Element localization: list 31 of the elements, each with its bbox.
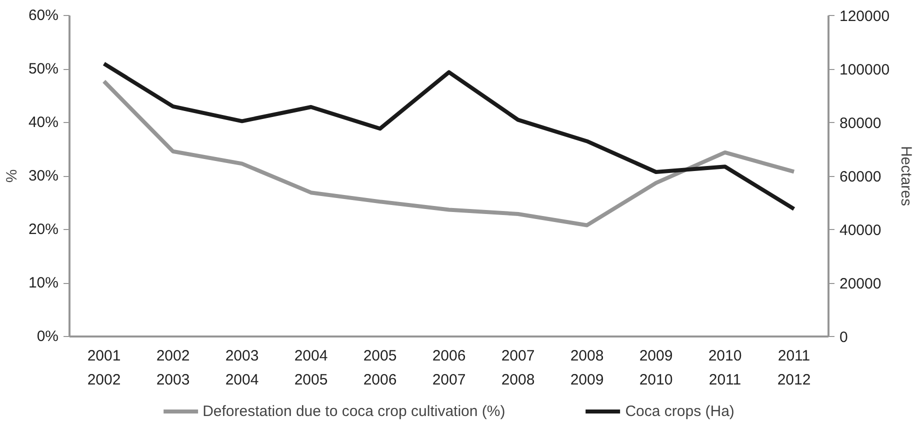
line-series [102,62,796,211]
y-tick-label: 0% [36,328,59,345]
y-tick-label: 10% [28,274,59,292]
x-tick-label: 2002 2003 [156,348,190,388]
y2-tick-label: 80000 [840,115,882,132]
y2-tick-label: 20000 [840,276,882,292]
y2-tick-label: 100000 [840,62,890,78]
y-tick-label: 60% [28,7,59,24]
line-series [102,79,796,228]
x-tick-label: 2004 2005 [294,348,328,388]
y-tick-label: 20% [28,221,59,238]
y-tick-label: 40% [28,114,59,131]
x-tick-label: 2006 2007 [432,348,466,388]
x-tick-label: 2001 2002 [87,348,121,388]
x-tick-label: 2008 2009 [570,348,604,388]
y2-tick-label: 120000 [840,8,890,25]
legend-label: Coca crops (Ha) [625,402,734,420]
x-tick-label: 2005 2006 [363,348,397,388]
y2-tick-label: 0 [840,329,848,346]
x-tick-label: 2009 2010 [639,348,673,388]
legend-label: Deforestation due to coca crop cultivation (%) [202,402,506,420]
y2-axis-title: Hectares [898,146,915,206]
x-tick-label: 2010 2011 [708,348,742,388]
x-tick-label: 2007 2008 [501,348,535,388]
x-tick-label: 2003 2004 [225,348,259,388]
y-tick-label: 30% [28,168,59,184]
y-axis-title: % [3,169,20,183]
x-tick-label: 2011 2012 [777,348,811,388]
y2-tick-label: 40000 [840,222,882,239]
y-tick-label: 50% [28,60,59,78]
y2-tick-label: 60000 [840,168,882,186]
